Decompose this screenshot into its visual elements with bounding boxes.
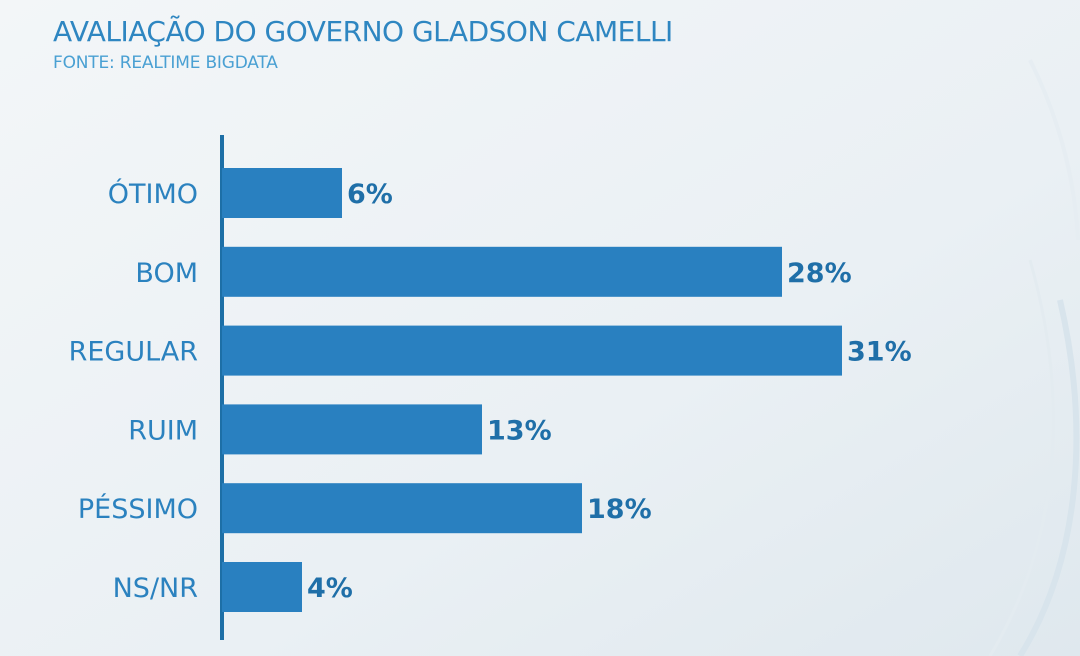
title-block: AVALIAÇÃO DO GOVERNO GLADSON CAMELLI FON… xyxy=(53,12,673,74)
category-label: BOM xyxy=(135,258,198,289)
chart-title: AVALIAÇÃO DO GOVERNO GLADSON CAMELLI xyxy=(53,15,673,48)
bar xyxy=(222,325,842,376)
value-label: 31% xyxy=(847,337,912,368)
value-label: 4% xyxy=(307,573,353,604)
category-label: ÓTIMO xyxy=(108,178,198,210)
value-label: 6% xyxy=(347,179,393,210)
chart-subtitle: FONTE: REALTIME BIGDATA xyxy=(53,53,278,73)
category-label: RUIM xyxy=(128,415,198,446)
value-label: 18% xyxy=(587,494,652,525)
category-label: PÉSSIMO xyxy=(78,493,198,525)
value-label: 13% xyxy=(487,415,552,446)
category-label: REGULAR xyxy=(69,337,198,368)
category-label: NS/NR xyxy=(113,573,198,604)
bar xyxy=(222,246,782,297)
bar xyxy=(222,483,582,534)
bar xyxy=(222,168,342,218)
value-label: 28% xyxy=(787,258,852,289)
bar xyxy=(222,562,302,612)
bar xyxy=(222,404,482,455)
